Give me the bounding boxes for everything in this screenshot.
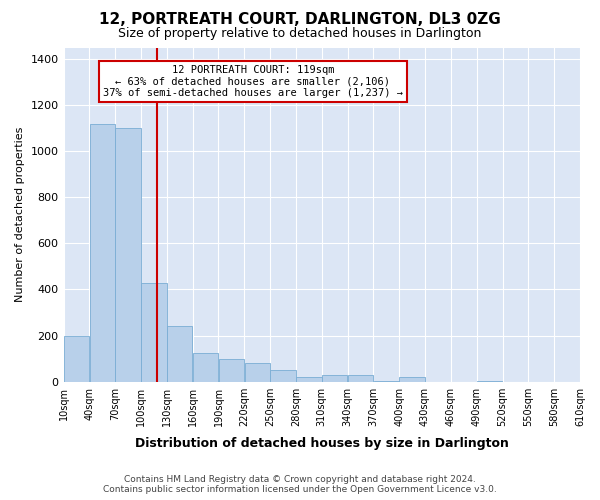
- Bar: [322, 375, 347, 382]
- Text: 12, PORTREATH COURT, DARLINGTON, DL3 0ZG: 12, PORTREATH COURT, DARLINGTON, DL3 0ZG: [99, 12, 501, 28]
- Bar: [141, 282, 167, 382]
- Y-axis label: Number of detached properties: Number of detached properties: [15, 127, 25, 302]
- Bar: [115, 128, 141, 382]
- Bar: [218, 358, 244, 382]
- X-axis label: Distribution of detached houses by size in Darlington: Distribution of detached houses by size …: [135, 437, 509, 450]
- Bar: [271, 370, 296, 382]
- Text: Size of property relative to detached houses in Darlington: Size of property relative to detached ho…: [118, 28, 482, 40]
- Bar: [167, 326, 193, 382]
- Text: Contains HM Land Registry data © Crown copyright and database right 2024.
Contai: Contains HM Land Registry data © Crown c…: [103, 474, 497, 494]
- Bar: [89, 124, 115, 382]
- Bar: [374, 380, 399, 382]
- Bar: [64, 336, 89, 382]
- Bar: [348, 375, 373, 382]
- Bar: [400, 377, 425, 382]
- Bar: [477, 380, 502, 382]
- Bar: [245, 363, 270, 382]
- Bar: [296, 377, 322, 382]
- Text: 12 PORTREATH COURT: 119sqm
← 63% of detached houses are smaller (2,106)
37% of s: 12 PORTREATH COURT: 119sqm ← 63% of deta…: [103, 65, 403, 98]
- Bar: [193, 353, 218, 382]
